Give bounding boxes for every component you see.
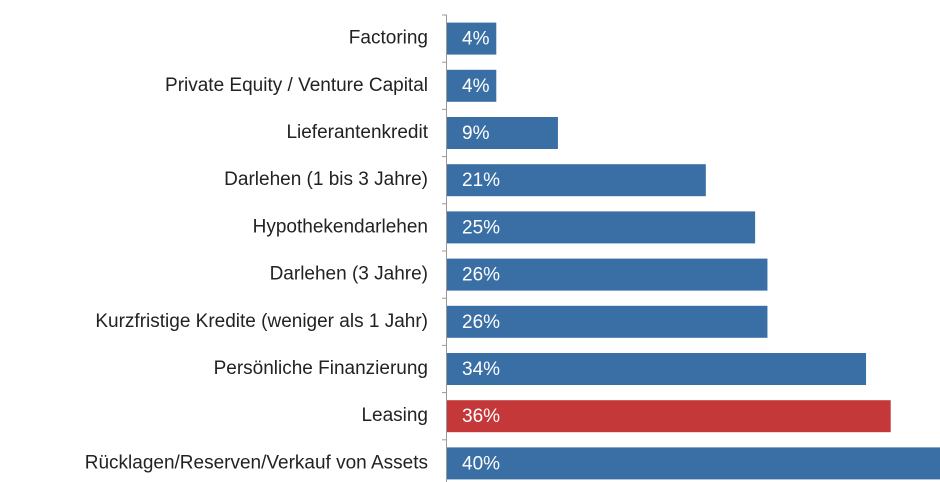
category-label: Hypothekendarlehen: [253, 216, 428, 237]
category-label: Leasing: [361, 405, 428, 426]
bar: [447, 353, 867, 385]
value-label: 34%: [462, 359, 500, 380]
bar: [447, 258, 768, 291]
category-label: Persönliche Finanzierung: [214, 358, 428, 379]
bar: [447, 164, 706, 197]
bar: [447, 305, 768, 338]
category-label: Lieferantenkredit: [286, 122, 428, 143]
value-label: 40%: [462, 453, 500, 474]
value-label: 21%: [462, 170, 500, 191]
value-label: 9%: [462, 123, 490, 144]
category-label: Private Equity / Venture Capital: [165, 75, 428, 96]
bar: [447, 447, 940, 480]
value-label: 26%: [462, 265, 500, 286]
category-label: Factoring: [349, 28, 428, 49]
category-label: Darlehen (3 Jahre): [270, 264, 428, 285]
category-label: Kurzfristige Kredite (weniger als 1 Jahr…: [95, 311, 428, 332]
bar: [447, 400, 891, 433]
value-label: 25%: [462, 217, 500, 238]
value-label: 26%: [462, 312, 500, 333]
value-label: 4%: [462, 29, 490, 50]
value-label: 36%: [462, 406, 500, 427]
value-label: 4%: [462, 76, 490, 97]
bar: [447, 211, 756, 244]
category-label: Rücklagen/Reserven/Verkauf von Assets: [85, 452, 428, 473]
category-label: Darlehen (1 bis 3 Jahre): [224, 169, 428, 190]
bar: [447, 69, 497, 102]
bar: [447, 117, 558, 149]
bar: [447, 22, 497, 55]
